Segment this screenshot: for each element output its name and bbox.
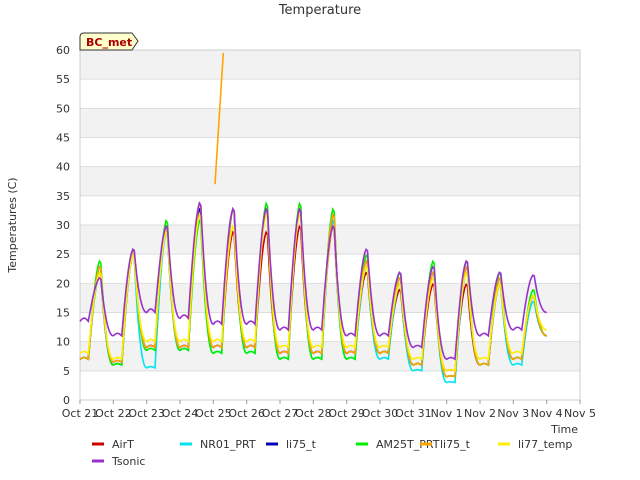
x-tick-label: Oct 22: [95, 407, 132, 420]
x-tick-label: Oct 23: [128, 407, 165, 420]
x-tick-label: Oct 25: [195, 407, 232, 420]
band: [80, 166, 580, 196]
x-tick-label: Oct 24: [162, 407, 199, 420]
series-line: [79, 201, 547, 361]
x-tick-label: Oct 27: [262, 407, 299, 420]
x-axis-label: Time: [550, 423, 578, 436]
x-tick-label: Oct 28: [295, 407, 332, 420]
y-tick-label: 45: [56, 132, 70, 145]
y-tick-label: 5: [63, 365, 70, 378]
plot-frame: [79, 49, 581, 401]
y-tick-label: 15: [56, 307, 70, 320]
band: [80, 108, 580, 138]
y-tick-label: 40: [56, 161, 70, 174]
x-tick-label: Nov 4: [531, 407, 563, 420]
y-tick-label: 50: [56, 102, 70, 115]
x-tick-label: Nov 1: [431, 407, 463, 420]
x-tick-label: Oct 30: [362, 407, 399, 420]
y-axis-ticks: 0 5 10 15 20 25 30 35 40 45 50 55 60: [56, 44, 70, 407]
x-tick-label: Oct 31: [395, 407, 432, 420]
x-tick-label: Nov 5: [564, 407, 596, 420]
series-spike: [214, 52, 225, 185]
y-tick-label: 30: [56, 219, 70, 232]
legend-label: li77_temp: [518, 438, 572, 451]
series-line: [79, 212, 547, 372]
legend: AirT NR01_PRT li75_t AM25T_PRT li75_t li77_te…: [92, 438, 572, 468]
x-tick-label: Oct 21: [62, 407, 99, 420]
y-axis-label: Temperatures (C): [6, 177, 19, 273]
y-tick-label: 0: [63, 394, 70, 407]
x-tick-label: Nov 3: [497, 407, 529, 420]
y-tick-label: 60: [56, 44, 70, 57]
legend-label: NR01_PRT: [200, 438, 256, 451]
series-lines: [79, 52, 547, 384]
band: [80, 50, 580, 80]
x-tick-label: Oct 26: [228, 407, 265, 420]
legend-label: Tsonic: [111, 455, 145, 468]
chart-title: Temperature: [278, 3, 361, 18]
x-tick-label: Oct 29: [328, 407, 365, 420]
legend-label: li75_t: [286, 438, 317, 451]
y-tick-label: 55: [56, 73, 70, 86]
station-badge: BC_met: [79, 32, 139, 51]
y-tick-label: 10: [56, 336, 70, 349]
x-tick-label: Nov 2: [464, 407, 496, 420]
legend-label: li75_t: [440, 438, 471, 451]
band: [80, 341, 580, 371]
y-tick-label: 25: [56, 248, 70, 261]
y-tick-label: 20: [56, 277, 70, 290]
y-tick-label: 35: [56, 190, 70, 203]
station-badge-label: BC_met: [86, 36, 132, 49]
legend-label: AM25T_PRT: [376, 438, 440, 451]
legend-label: AirT: [112, 438, 134, 451]
